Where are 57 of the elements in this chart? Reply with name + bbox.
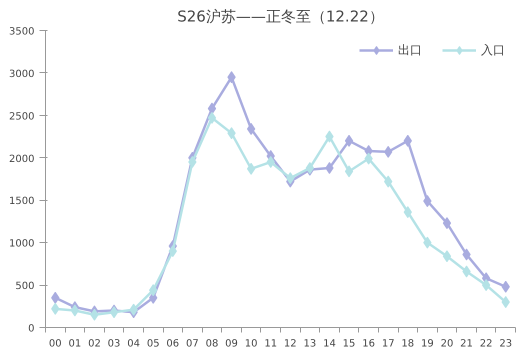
point	[462, 248, 471, 261]
point	[208, 102, 216, 115]
point	[462, 265, 471, 278]
x-tick-label: 04	[127, 338, 140, 349]
point	[227, 127, 236, 140]
x-tick-label: 10	[244, 338, 258, 349]
y-tick-label: 3000	[9, 68, 35, 80]
x-tick-label: 16	[362, 338, 375, 349]
point	[442, 250, 452, 262]
x-tick-label: 07	[186, 338, 199, 349]
x-tick-label: 08	[206, 338, 218, 349]
point	[325, 130, 334, 143]
point	[423, 195, 432, 208]
x-tick-label: 06	[166, 338, 180, 349]
point	[188, 156, 197, 168]
x-tick-label: 20	[440, 338, 454, 349]
y-tick-label: 0	[28, 324, 35, 334]
point	[246, 122, 256, 135]
point	[325, 162, 334, 174]
point	[208, 112, 216, 124]
x-tick-label: 05	[146, 338, 160, 349]
point	[246, 162, 256, 175]
x-tick-label: 09	[225, 338, 238, 349]
x-tick-label: 23	[499, 338, 512, 349]
chart-title: S26沪苏——正冬至（12.22）	[177, 8, 384, 26]
y-tick-label: 1500	[9, 196, 35, 208]
point	[423, 236, 432, 249]
x-tick-label: 12	[284, 338, 297, 349]
point	[227, 71, 236, 84]
x-tick-label: 18	[401, 338, 414, 349]
x-tick-label: 01	[68, 338, 82, 349]
point	[344, 134, 354, 147]
legend-label: 入口	[481, 42, 505, 58]
point	[90, 308, 99, 321]
point	[129, 304, 138, 316]
x-tick-label: 00	[48, 338, 62, 349]
y-tick-label: 2000	[9, 154, 35, 165]
y-tick-label: 2500	[9, 111, 35, 122]
point	[70, 304, 80, 317]
x-tick-label: 03	[108, 338, 120, 349]
x-tick-label: 02	[88, 338, 101, 349]
point	[442, 217, 452, 230]
y-tick-label: 3500	[9, 26, 35, 38]
x-tick-label: 19	[421, 338, 434, 349]
x-tick-label: 21	[460, 338, 473, 349]
x-tick-label: 11	[264, 338, 278, 349]
x-tick-label: 22	[480, 338, 492, 349]
point	[364, 152, 373, 165]
point	[482, 279, 490, 292]
x-tick-label: 13	[304, 338, 316, 349]
y-tick-label: 1000	[9, 238, 35, 250]
x-tick-label: 14	[323, 338, 336, 349]
legend-label: 出口	[398, 42, 422, 58]
x-tick-label: 15	[342, 338, 356, 349]
y-tick-label: 500	[15, 281, 35, 292]
point	[344, 165, 354, 178]
x-tick-label: 17	[382, 338, 395, 349]
